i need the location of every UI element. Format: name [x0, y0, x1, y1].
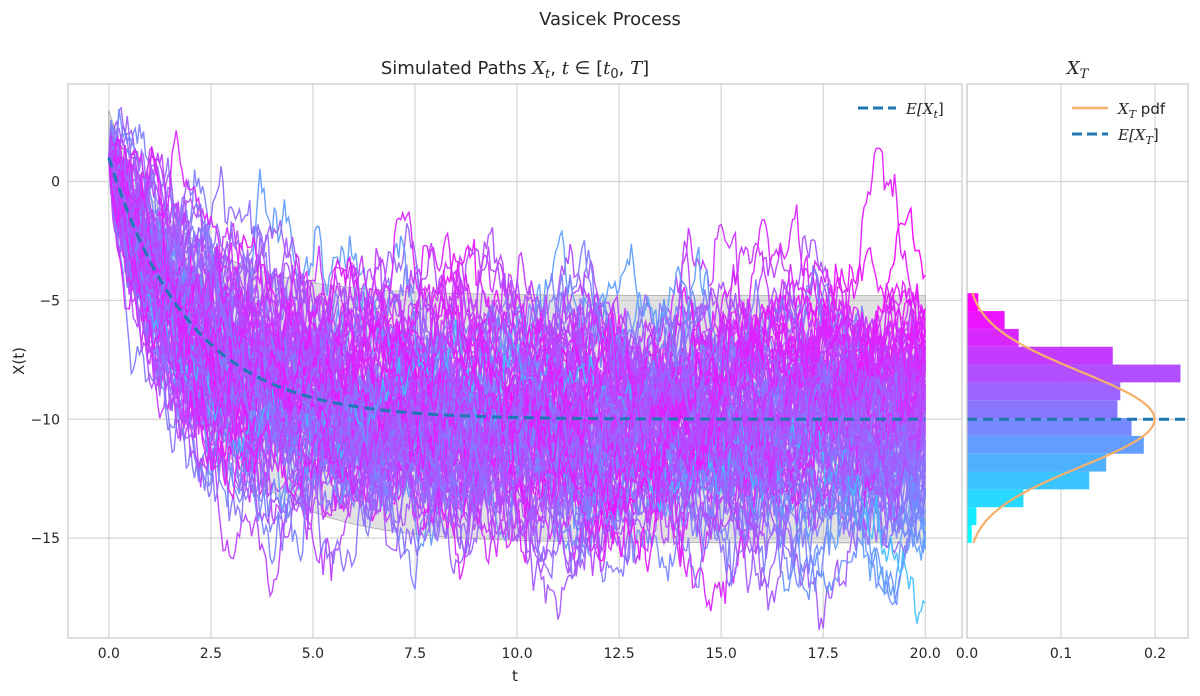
paths-ylabel: X(t): [10, 347, 28, 375]
suptitle: Vasicek Process: [539, 9, 681, 30]
paths-frame: [67, 83, 963, 639]
histogram-bar: [967, 435, 1144, 454]
histogram-bar: [967, 489, 1024, 508]
mean-curve: [107, 157, 926, 421]
histogram-bar: [967, 364, 1181, 383]
simulated-path: [108, 157, 926, 565]
x-tick-label: 0.1: [1050, 646, 1072, 662]
legend-pdf-label: XT pdf: [1117, 100, 1166, 121]
y-tick-label: −15: [30, 531, 60, 547]
pdf-curve-line: [971, 292, 1156, 544]
histogram-bar: [967, 311, 1005, 329]
histogram-bar: [967, 382, 1121, 401]
y-tick-label: 0: [51, 174, 60, 190]
x-tick-label: 7.5: [404, 646, 426, 662]
x-tick-label: 15.0: [706, 646, 737, 662]
simulated-path: [108, 157, 926, 554]
simulated-path: [108, 147, 926, 522]
terminal-histogram: [967, 293, 1181, 543]
histogram-bar: [967, 471, 1090, 490]
terminal-title: XT: [1065, 58, 1090, 82]
x-tick-label: 20.0: [910, 646, 941, 662]
terminal-pdf-curve: [971, 292, 1156, 544]
paths-title: Simulated Paths Xt, t ∈ [t0, T]: [381, 58, 649, 82]
histogram-bar: [967, 328, 1019, 347]
simulated-path: [108, 130, 926, 537]
x-tick-label: 17.5: [808, 646, 839, 662]
x-tick-label: 0.0: [98, 646, 120, 662]
histogram-bar: [967, 346, 1113, 365]
x-tick-label: 2.5: [200, 646, 222, 662]
simulated-paths: [108, 106, 926, 631]
x-tick-label: 10.0: [501, 646, 532, 662]
paths-legend: E[Xt]: [858, 100, 944, 121]
simulated-path: [108, 145, 926, 517]
x-tick-label: 5.0: [302, 646, 324, 662]
mean-curve-line: [107, 157, 926, 421]
x-tick-label: 0.2: [1144, 646, 1166, 662]
terminal-legend: XT pdf E[XT]: [1072, 100, 1166, 147]
terminal-panel: 0.0 0.1 0.2 XT XT pdf E[XT]: [956, 58, 1189, 662]
terminal-x-ticks: 0.0 0.1 0.2: [956, 646, 1166, 662]
legend-terminal-mean-label: E[XT]: [1117, 126, 1159, 147]
simulated-path: [108, 157, 926, 542]
x-tick-label: 12.5: [604, 646, 635, 662]
histogram-bar: [967, 525, 972, 543]
paths-xlabel: t: [512, 667, 518, 685]
histogram-bar: [967, 293, 979, 312]
paths-panel: 0.0 2.5 5.0 7.5 10.0 12.5 15.0 17.5 20.0 0 −5 −10 −…: [10, 58, 963, 685]
histogram-bar: [967, 400, 1118, 419]
legend-mean-label: E[Xt]: [905, 100, 944, 121]
y-tick-label: −5: [39, 293, 60, 309]
paths-y-ticks: 0 −5 −10 −15: [30, 174, 60, 547]
histogram-bar: [967, 453, 1107, 472]
simulated-path: [108, 156, 926, 554]
y-tick-label: −10: [30, 412, 60, 428]
paths-x-ticks: 0.0 2.5 5.0 7.5 10.0 12.5 15.0 17.5 20.0: [98, 646, 941, 662]
simulated-path: [108, 146, 926, 500]
terminal-frame: [966, 83, 1189, 639]
histogram-bar: [967, 418, 1132, 436]
histogram-bar: [967, 507, 977, 526]
x-tick-label: 0.0: [956, 646, 978, 662]
